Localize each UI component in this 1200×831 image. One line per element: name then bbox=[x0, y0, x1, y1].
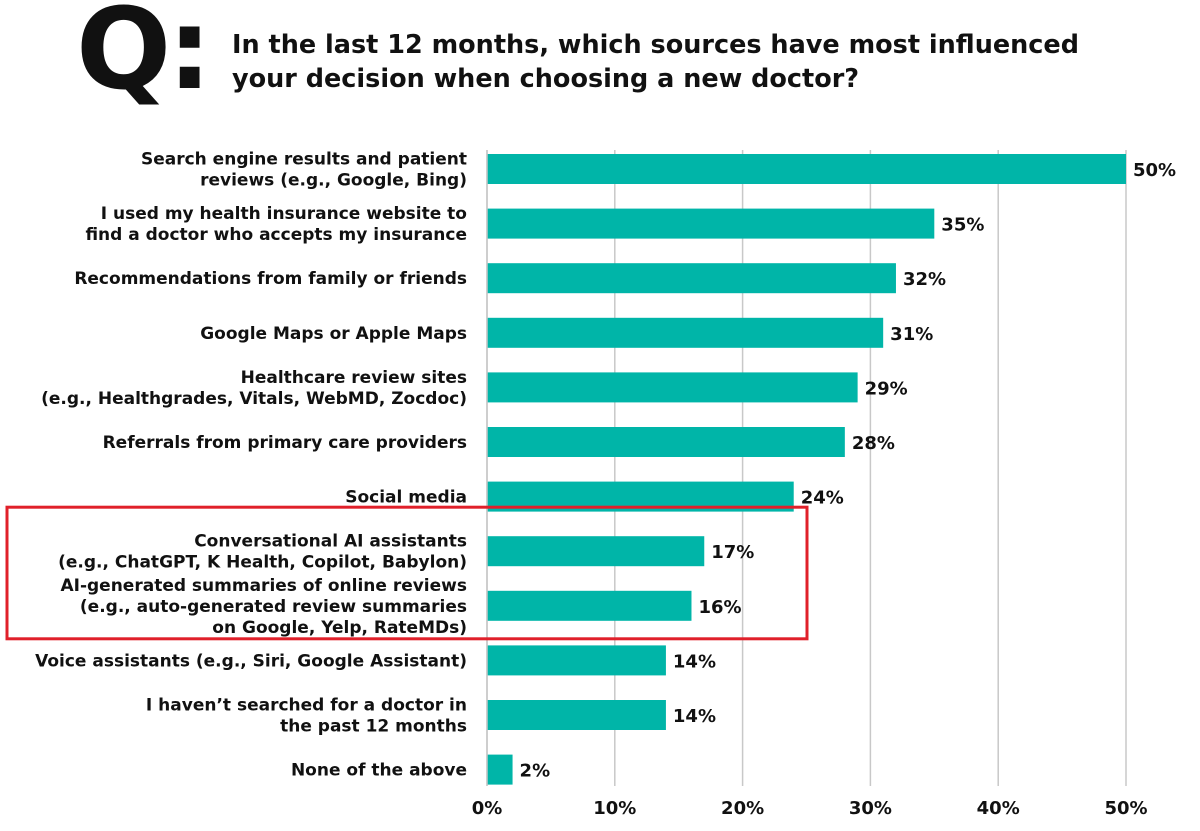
category-label-10-1: the past 12 months bbox=[280, 717, 467, 737]
value-label-3: 31% bbox=[890, 324, 933, 345]
bar-10 bbox=[487, 700, 666, 730]
category-label-0-0: Search engine results and patient bbox=[141, 150, 467, 170]
value-label-8: 16% bbox=[698, 597, 741, 618]
value-label-2: 32% bbox=[903, 269, 946, 290]
category-label-4-0: Healthcare review sites bbox=[241, 368, 467, 388]
value-label-7: 17% bbox=[711, 542, 754, 563]
category-label-8-0: AI-generated summaries of online reviews bbox=[60, 576, 467, 596]
category-label-10-0: I haven’t searched for a doctor in bbox=[146, 696, 467, 716]
value-label-1: 35% bbox=[941, 215, 984, 236]
value-label-9: 14% bbox=[673, 651, 716, 672]
highlight-box bbox=[5, 505, 809, 641]
category-label-9-0: Voice assistants (e.g., Siri, Google Ass… bbox=[35, 651, 467, 671]
category-label-7-0: Conversational AI assistants bbox=[194, 532, 467, 552]
bar-3 bbox=[487, 317, 884, 348]
value-label-11: 2% bbox=[520, 761, 551, 782]
x-tick-label-5: 50% bbox=[1104, 798, 1147, 819]
bar-9 bbox=[487, 645, 666, 676]
bar-7 bbox=[487, 536, 705, 567]
bar-1 bbox=[487, 208, 935, 239]
category-label-1-1: find a doctor who accepts my insurance bbox=[85, 225, 467, 245]
x-tick-label-2: 20% bbox=[721, 798, 764, 819]
category-label-6-0: Social media bbox=[345, 488, 467, 508]
x-tick-label-3: 30% bbox=[849, 798, 892, 819]
value-label-6: 24% bbox=[801, 488, 844, 509]
question-line-1: In the last 12 months, which sources hav… bbox=[232, 30, 1079, 60]
q-mark: Q: bbox=[76, 0, 212, 115]
bar-2 bbox=[487, 263, 896, 294]
value-label-5: 28% bbox=[852, 433, 895, 454]
category-label-5-0: Referrals from primary care providers bbox=[103, 433, 467, 453]
category-label-2-0: Recommendations from family or friends bbox=[74, 269, 467, 289]
category-label-4-1: (e.g., Healthgrades, Vitals, WebMD, Zocd… bbox=[41, 389, 467, 409]
category-label-11-0: None of the above bbox=[291, 761, 467, 781]
value-label-4: 29% bbox=[865, 378, 908, 399]
bar-4 bbox=[487, 372, 858, 403]
category-label-7-1: (e.g., ChatGPT, K Health, Copilot, Babyl… bbox=[58, 553, 467, 573]
category-label-1-0: I used my health insurance website to bbox=[101, 204, 467, 224]
question-line-2: your decision when choosing a new doctor… bbox=[232, 64, 860, 94]
category-label-8-1: (e.g., auto-generated review summaries bbox=[80, 597, 467, 617]
value-label-10: 14% bbox=[673, 706, 716, 727]
bar-0 bbox=[487, 154, 1126, 184]
category-label-8-2: on Google, Yelp, RateMDs) bbox=[212, 618, 467, 638]
value-label-0: 50% bbox=[1133, 160, 1176, 181]
x-tick-label-4: 40% bbox=[977, 798, 1020, 819]
x-tick-label-0: 0% bbox=[472, 798, 503, 819]
bar-11 bbox=[487, 754, 513, 785]
bar-8 bbox=[487, 590, 692, 621]
category-label-3-0: Google Maps or Apple Maps bbox=[200, 324, 467, 344]
bar-5 bbox=[487, 427, 845, 457]
category-label-0-1: reviews (e.g., Google, Bing) bbox=[200, 171, 467, 191]
x-tick-label-1: 10% bbox=[593, 798, 636, 819]
question-title: In the last 12 months, which sources hav… bbox=[232, 28, 1112, 96]
